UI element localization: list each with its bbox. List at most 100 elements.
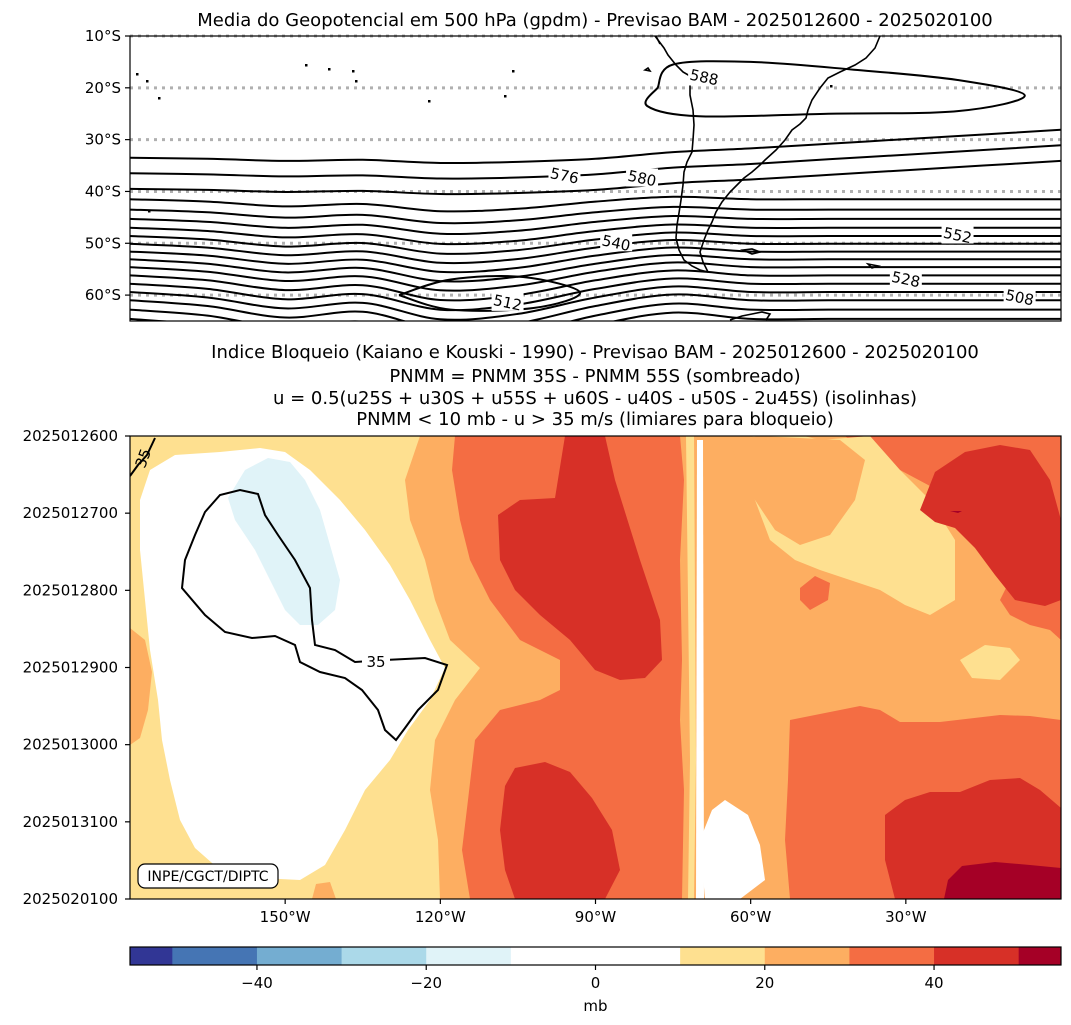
shade-orange-north-inner bbox=[730, 436, 865, 545]
credit-text: INPE/CGCT/DIPTC bbox=[147, 869, 268, 885]
geopotential-contour bbox=[130, 144, 1061, 180]
shade-white-west bbox=[140, 448, 445, 880]
shade-orange-bottom-left bbox=[312, 882, 336, 899]
geopotential-map-frame bbox=[129, 35, 1062, 322]
contour-label-bg bbox=[626, 168, 659, 187]
lat-tick-label: 30°S bbox=[85, 131, 121, 149]
date-tick-label: 2025013000 bbox=[23, 736, 118, 754]
date-axis: 2025012600 2025012700 2025012800 2025012900… bbox=[23, 427, 130, 908]
shade-darkorange-spot bbox=[800, 576, 830, 610]
isoline-35-corner bbox=[130, 437, 156, 477]
colorbar: −40 −20 0 20 40 mb bbox=[129, 946, 1062, 1015]
geopotential-contour-512 bbox=[398, 275, 581, 312]
colorbar-tick-label: 20 bbox=[755, 974, 774, 992]
islet bbox=[428, 100, 431, 103]
colorbar-tick-label: −20 bbox=[410, 974, 442, 992]
lon-tick-label: 60°W bbox=[730, 908, 772, 926]
colorbar-segment bbox=[510, 947, 681, 965]
geopotential-contour bbox=[130, 159, 1061, 196]
geopotential-contour bbox=[130, 128, 1061, 165]
shade-yellow-vertical-strip bbox=[686, 436, 696, 899]
blocking-title-line-4: PNMM < 10 mb - u > 35 m/s (limiares para… bbox=[356, 409, 833, 430]
islet bbox=[352, 70, 355, 73]
geopotential-contour bbox=[130, 253, 1061, 283]
date-tick-label: 2025012900 bbox=[23, 659, 118, 677]
isoline-label-bg bbox=[362, 652, 390, 670]
shade-white-strip bbox=[696, 440, 704, 899]
geopotential-contour bbox=[130, 195, 1061, 213]
contour-label-bg bbox=[688, 67, 721, 86]
colorbar-tick-label: −40 bbox=[241, 974, 273, 992]
geopotential-contour bbox=[130, 231, 1061, 255]
wind-isolines bbox=[130, 437, 449, 742]
geopotential-contour bbox=[130, 261, 1061, 292]
shade-darkred-dot bbox=[950, 511, 962, 513]
colorbar-segment bbox=[764, 947, 850, 965]
colorbar-segment bbox=[426, 947, 512, 965]
coastline-west-arc bbox=[655, 36, 661, 45]
date-tick-label: 2025020100 bbox=[23, 890, 118, 908]
contour-label-bg bbox=[548, 165, 581, 184]
colorbar-segment bbox=[680, 947, 766, 965]
colorbar-segment bbox=[341, 947, 427, 965]
geopotential-map-title: Media do Geopotencial em 500 hPa (gpdm) … bbox=[197, 10, 993, 31]
geopotential-contour-588 bbox=[644, 60, 1026, 118]
date-tick-label: 2025012600 bbox=[23, 427, 118, 445]
islet bbox=[830, 85, 833, 88]
contour-labels: 588 576 580 540 552 528 512 508 bbox=[491, 66, 1036, 315]
geopotential-contour bbox=[130, 214, 1061, 235]
antarctic-peninsula-tip bbox=[729, 311, 772, 321]
lon-tick-label: 30°W bbox=[885, 908, 927, 926]
date-tick-label: 2025013100 bbox=[23, 813, 118, 831]
pacific-islets bbox=[136, 64, 833, 213]
contour-label-bg bbox=[600, 233, 633, 252]
islet bbox=[136, 73, 139, 76]
galapagos bbox=[642, 66, 652, 73]
colorbar-tick-label: 0 bbox=[591, 974, 601, 992]
contour-label: 528 bbox=[890, 268, 922, 292]
geopotential-contour bbox=[130, 285, 1061, 321]
colorbar-tick-label: 40 bbox=[924, 974, 943, 992]
geopotential-contours bbox=[130, 60, 1061, 321]
isoline-label-35: 35 bbox=[366, 653, 385, 671]
contour-label-bg bbox=[1003, 287, 1036, 306]
geopotential-contour bbox=[130, 311, 1061, 321]
contour-label-bg bbox=[941, 225, 974, 244]
contour-label: 552 bbox=[942, 224, 974, 248]
coastline-atlantic bbox=[699, 36, 881, 273]
geopotential-contour bbox=[130, 246, 1061, 274]
shade-red-southwest bbox=[500, 762, 620, 899]
islet bbox=[305, 64, 308, 67]
latitude-axis: 10°S 20°S 30°S 40°S 50°S 60°S bbox=[85, 27, 130, 304]
colorbar-segment bbox=[849, 947, 935, 965]
lat-tick-label: 40°S bbox=[85, 182, 121, 200]
islet bbox=[146, 80, 149, 83]
lon-tick-label: 90°W bbox=[575, 908, 617, 926]
contour-label: 540 bbox=[600, 231, 632, 255]
geopotential-contour bbox=[130, 293, 1061, 321]
lat-tick-label: 20°S bbox=[85, 79, 121, 97]
contour-label-bg bbox=[889, 269, 922, 288]
longitude-axis: 150°W 120°W 90°W 60°W 30°W bbox=[260, 899, 927, 926]
shade-red-northeast bbox=[920, 445, 1061, 606]
geopotential-contour bbox=[130, 238, 1061, 265]
credit-box: INPE/CGCT/DIPTC bbox=[137, 863, 279, 889]
colorbar-segment bbox=[1018, 947, 1062, 965]
colorbar-segment bbox=[256, 947, 343, 965]
shade-white-southcentral bbox=[700, 800, 765, 899]
lon-tick-label: 120°W bbox=[415, 908, 466, 926]
geopotential-contour bbox=[130, 205, 1061, 225]
shade-red-central bbox=[498, 436, 662, 680]
date-tick-label: 2025012800 bbox=[23, 581, 118, 599]
colorbar-segment bbox=[934, 947, 1020, 965]
colorbar-segment bbox=[130, 947, 173, 965]
islet bbox=[158, 97, 161, 100]
blocking-title-line-3: u = 0.5(u25S + u30S + u55S + u60S - u40S… bbox=[273, 388, 917, 409]
colorbar-unit-label: mb bbox=[583, 997, 607, 1015]
islet bbox=[148, 210, 151, 213]
lat-tick-label: 10°S bbox=[85, 27, 121, 45]
credit-frame bbox=[137, 863, 279, 889]
blocking-index-panel: Indice Bloqueio (Kaiano e Kouski - 1990)… bbox=[23, 342, 1062, 926]
contour-label: 512 bbox=[492, 291, 524, 315]
